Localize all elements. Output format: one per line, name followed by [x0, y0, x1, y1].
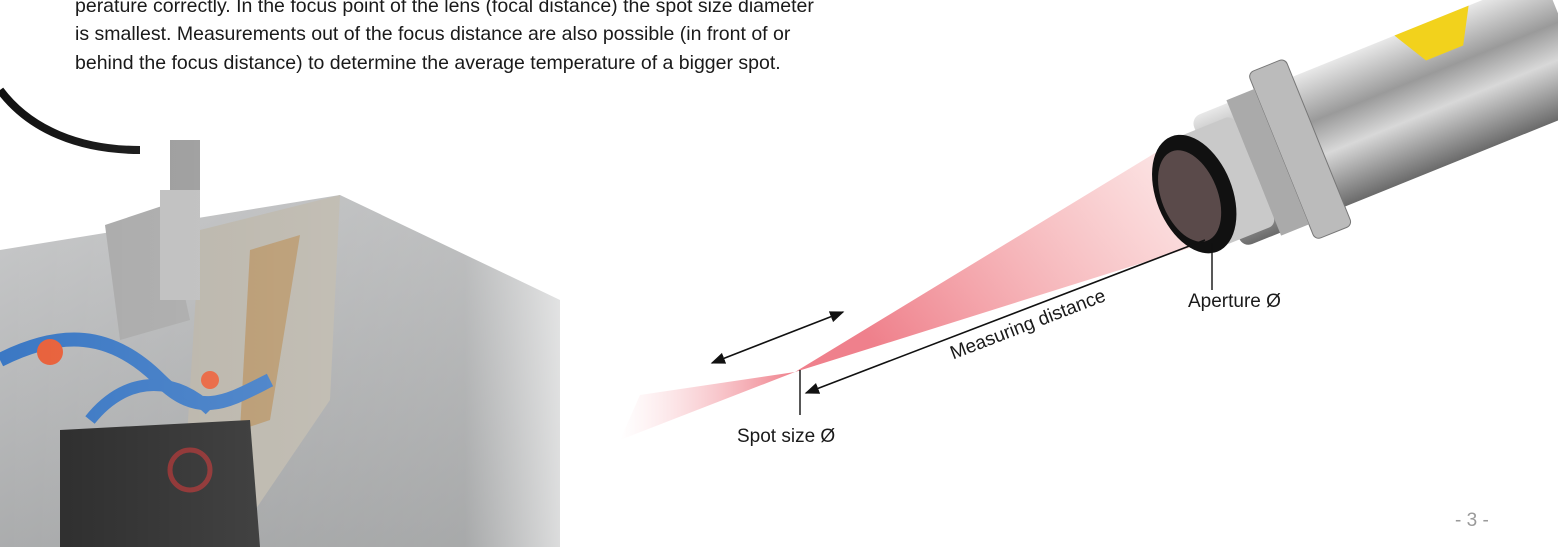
paragraph-line: perature correctly. In the focus point o…: [75, 0, 814, 17]
beam: [620, 372, 795, 440]
beam: [795, 150, 1215, 372]
distance-arrow: [804, 239, 1206, 394]
spot-arrow: [710, 311, 845, 364]
photo-tank: [0, 80, 620, 547]
aperture-label: Aperture Ø: [1188, 291, 1281, 312]
page-number: - 3 -: [1455, 510, 1489, 531]
spot-size-label: Spot size Ø: [737, 426, 835, 447]
sensor: [1152, 0, 1558, 254]
paragraph-line: behind the focus distance) to determine …: [75, 52, 781, 74]
paragraph-line: is smallest. Measurements out of the foc…: [75, 23, 791, 45]
